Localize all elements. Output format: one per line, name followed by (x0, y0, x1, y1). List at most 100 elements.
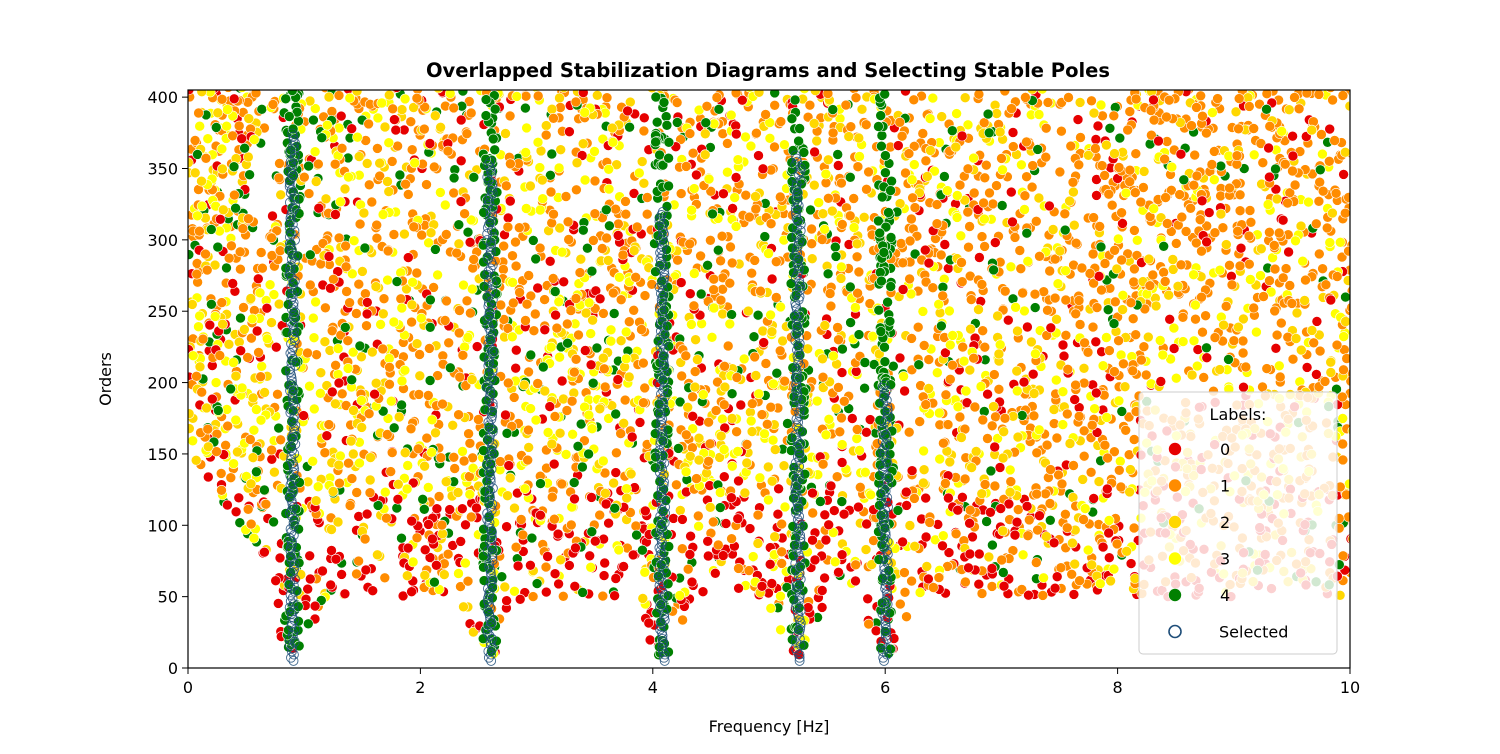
scatter-point (1130, 93, 1142, 105)
scatter-point (226, 240, 237, 252)
scatter-point (1188, 179, 1200, 191)
scatter-point (256, 104, 268, 115)
scatter-point (1006, 103, 1017, 114)
scatter-point (1082, 544, 1094, 556)
scatter-point (407, 276, 418, 288)
scatter-point (429, 576, 440, 588)
scatter-point (425, 227, 437, 238)
scatter-point (995, 503, 1007, 514)
scatter-point (343, 457, 354, 469)
scatter-point (904, 273, 915, 285)
scatter-point (1042, 97, 1054, 108)
scatter-point (344, 297, 355, 309)
scatter-point (763, 494, 774, 506)
scatter-point (822, 154, 834, 166)
scatter-point (1317, 263, 1328, 275)
scatter-point (583, 409, 595, 421)
scatter-point (956, 432, 967, 443)
scatter-point (1118, 358, 1129, 370)
scatter-point (908, 94, 920, 106)
scatter-point (1235, 242, 1247, 254)
scatter-point (899, 385, 910, 397)
scatter-point (542, 551, 553, 562)
scatter-point (1034, 510, 1045, 522)
scatter-point (267, 99, 279, 110)
scatter-point (442, 145, 454, 157)
scatter-point (1313, 196, 1325, 207)
scatter-point (1130, 187, 1141, 198)
scatter-point (1317, 185, 1329, 197)
scatter-point (326, 386, 338, 398)
scatter-point (266, 444, 277, 456)
scatter-point (974, 252, 985, 263)
scatter-point (931, 218, 943, 229)
scatter-point (695, 288, 707, 300)
scatter-point (750, 191, 761, 202)
scatter-point (1023, 589, 1034, 601)
scatter-point (308, 114, 319, 126)
scatter-point (396, 104, 408, 115)
scatter-point (769, 531, 781, 543)
scatter-point (1233, 123, 1244, 135)
scatter-point (951, 108, 962, 119)
scatter-point (636, 324, 647, 335)
scatter-point (392, 140, 403, 152)
scatter-point (923, 383, 935, 394)
scatter-point (523, 442, 535, 453)
scatter-point (267, 210, 278, 222)
scatter-point (973, 548, 985, 560)
scatter-point (603, 164, 615, 175)
scatter-point (615, 294, 627, 306)
scatter-point (1263, 142, 1274, 154)
scatter-point (1040, 151, 1052, 163)
scatter-point (1089, 403, 1100, 415)
scatter-point (749, 255, 761, 266)
scatter-point (774, 345, 786, 357)
scatter-point (1068, 589, 1080, 600)
scatter-point (572, 440, 584, 452)
scatter-point (573, 329, 584, 341)
scatter-point (304, 573, 316, 585)
scatter-point (850, 92, 862, 103)
scatter-point (1056, 125, 1067, 137)
scatter-point (553, 162, 565, 174)
scatter-point (770, 256, 782, 268)
scatter-point (402, 252, 414, 263)
scatter-point (570, 542, 581, 554)
scatter-point (610, 573, 622, 584)
scatter-point (310, 495, 322, 507)
scatter-point (963, 241, 974, 253)
scatter-point (820, 534, 832, 546)
scatter-point (391, 90, 402, 93)
scatter-point (940, 389, 952, 401)
scatter-point (805, 204, 816, 216)
scatter-point (1257, 381, 1268, 393)
scatter-point (853, 501, 864, 513)
scatter-point (244, 169, 255, 180)
scatter-point (639, 505, 651, 517)
scatter-point (706, 331, 718, 343)
scatter-point (1088, 493, 1099, 504)
scatter-point (779, 139, 790, 150)
scatter-point (973, 90, 985, 100)
scatter-point (1045, 322, 1057, 334)
scatter-point (363, 179, 375, 191)
scatter-point (612, 230, 624, 241)
scatter-point (361, 158, 373, 169)
scatter-point (1228, 335, 1240, 347)
scatter-point (1201, 236, 1212, 248)
scatter-point (1343, 511, 1350, 523)
scatter-point (510, 236, 521, 248)
scatter-point (1342, 275, 1350, 286)
scatter-point (1016, 410, 1028, 421)
scatter-point (979, 241, 990, 252)
scatter-point (917, 306, 929, 317)
scatter-point (392, 478, 404, 490)
scatter-point (353, 151, 365, 162)
scatter-point (838, 508, 850, 520)
scatter-point (853, 266, 865, 278)
scatter-point (449, 463, 461, 474)
scatter-point (1028, 410, 1040, 422)
scatter-point (819, 509, 831, 521)
scatter-point (749, 351, 761, 363)
